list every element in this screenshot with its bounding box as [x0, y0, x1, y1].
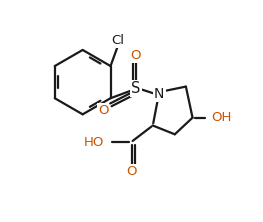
Text: Cl: Cl: [112, 34, 125, 47]
Text: O: O: [126, 165, 137, 178]
Text: O: O: [131, 50, 141, 62]
Text: OH: OH: [211, 111, 232, 124]
Text: N: N: [154, 87, 164, 101]
Text: O: O: [98, 104, 108, 117]
Text: HO: HO: [83, 136, 104, 149]
Text: S: S: [131, 81, 141, 96]
